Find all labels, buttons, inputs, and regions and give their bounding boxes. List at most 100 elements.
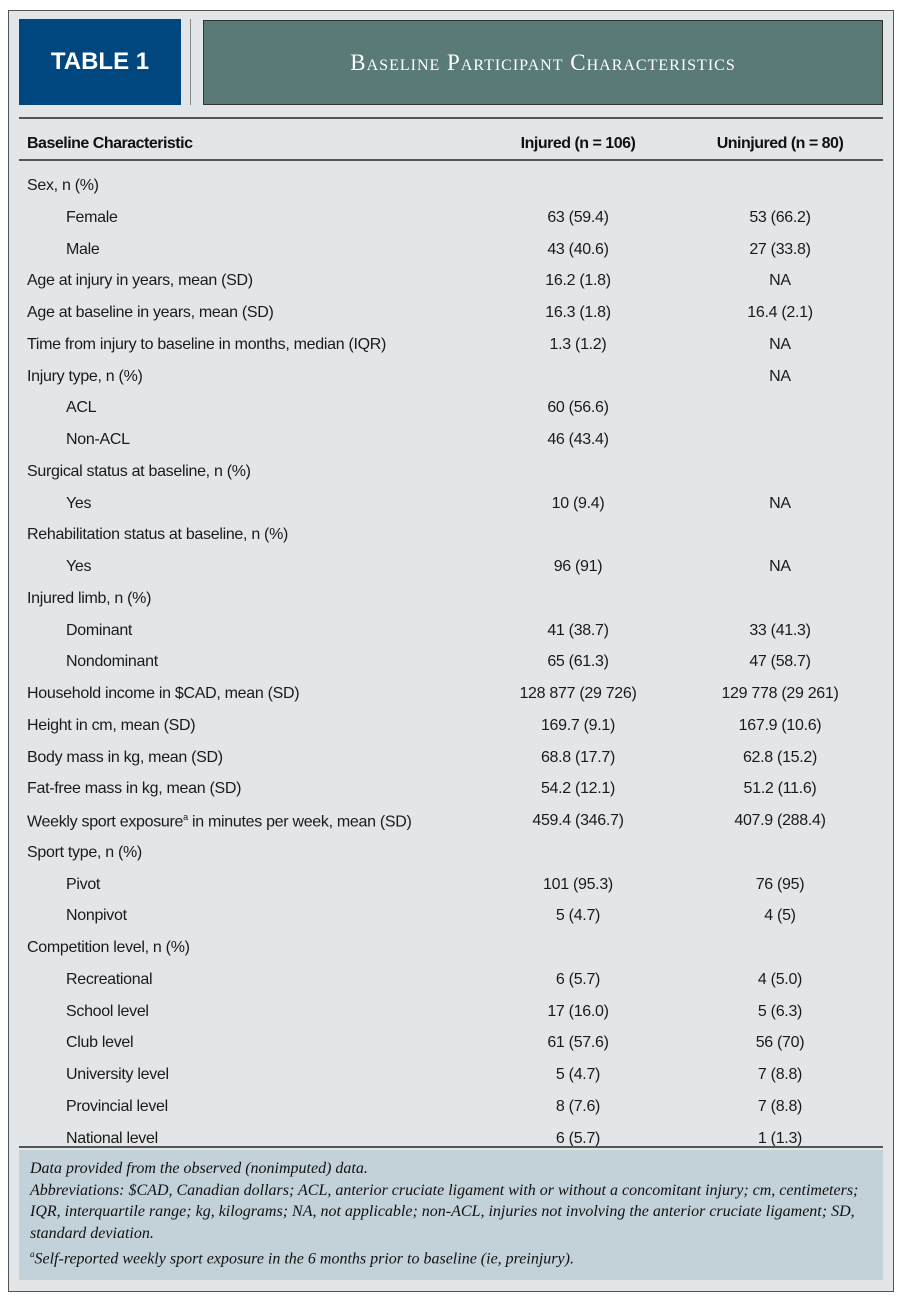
footnote-a: aSelf-reported weekly sport exposure in … <box>30 1244 872 1270</box>
table-row: Time from injury to baseline in months, … <box>19 330 883 360</box>
header-rule <box>19 159 883 161</box>
row-label-text: Club level <box>66 1034 134 1052</box>
row-label: Body mass in kg, mean (SD) <box>27 749 223 767</box>
injured-value: 43 (40.6) <box>547 240 609 258</box>
footnote-abbreviations: Abbreviations: $CAD, Canadian dollars; A… <box>30 1181 859 1242</box>
table-row: Nondominant 65 (61.3) 47 (58.7) <box>19 647 883 677</box>
table-row: Body mass in kg, mean (SD) 68.8 (17.7) 62.… <box>19 743 883 773</box>
row-label-text: Yes <box>66 494 92 512</box>
row-label-text: Household income in $CAD, mean (SD) <box>27 685 300 702</box>
row-label-text: Pivot <box>66 875 101 893</box>
table-row: Household income in $CAD, mean (SD) 128 8… <box>19 679 883 709</box>
uninjured-value: NA <box>769 367 791 385</box>
table-row: Female 63 (59.4) 53 (66.2) <box>19 203 883 233</box>
table-row: Injury type, n (%) NA <box>19 362 883 392</box>
row-label: Female <box>66 209 118 227</box>
row-label-text: Age at baseline in years, mean (SD) <box>27 304 274 321</box>
row-label-text: Sex, n (%) <box>27 177 99 194</box>
injured-value: 63 (59.4) <box>547 208 609 226</box>
uninjured-value: 27 (33.8) <box>749 240 811 258</box>
injured-value: 61 (57.6) <box>547 1034 609 1052</box>
header-injured: Injured (n = 106) <box>520 135 636 152</box>
row-label: Household income in $CAD, mean (SD) <box>27 685 300 703</box>
uninjured-value: NA <box>769 272 791 290</box>
table-row: Yes 10 (9.4) NA <box>19 489 883 519</box>
table-row: Surgical status at baseline, n (%) <box>19 457 883 487</box>
table-row: ACL 60 (56.6) <box>19 393 883 423</box>
footnotes: Data provided from the observed (nonimpu… <box>19 1150 883 1280</box>
uninjured-value: 53 (66.2) <box>749 208 811 226</box>
row-label: Sport type, n (%) <box>27 844 142 862</box>
row-label: Fat-free mass in kg, mean (SD) <box>27 780 241 798</box>
table-row: Pivot 101 (95.3) 76 (95) <box>19 870 883 900</box>
row-label-text: Injury type, n (%) <box>27 367 143 385</box>
row-label-text: Time from injury to baseline in months, … <box>27 335 387 353</box>
row-label: National level <box>66 1130 158 1148</box>
row-label-text: Nonpivot <box>66 907 127 925</box>
row-label: Non-ACL <box>66 431 130 449</box>
table-title: Baseline Participant Characteristics <box>203 20 883 105</box>
row-label: Rehabilitation status at baseline, n (%) <box>27 526 288 544</box>
row-label-text: Age at injury in years, mean (SD) <box>27 272 253 290</box>
table-row: Recreational 6 (5.7) 4 (5.0) <box>19 965 883 995</box>
row-label-text: National level <box>66 1129 158 1147</box>
row-label-text: in minutes per week, mean (SD) <box>187 813 412 831</box>
row-label: Sex, n (%) <box>27 177 99 195</box>
row-label-text: Dominant <box>66 621 133 639</box>
row-label-text: Non-ACL <box>66 431 130 448</box>
row-label: Surgical status at baseline, n (%) <box>27 463 251 481</box>
row-label: Injured limb, n (%) <box>27 590 151 608</box>
table-row: Sex, n (%) <box>19 171 883 201</box>
uninjured-value: 7 (8.8) <box>757 1066 803 1083</box>
divider <box>190 19 191 105</box>
header-characteristic: Baseline Characteristic <box>27 135 193 152</box>
table-row: Dominant 41 (38.7) 33 (41.3) <box>19 616 883 646</box>
table-row: Competition level, n (%) <box>19 933 883 963</box>
table-row: Yes 96 (91) NA <box>19 552 883 582</box>
injured-value: 5 (4.7) <box>555 1066 601 1083</box>
row-label-text: Fat-free mass in kg, mean (SD) <box>27 780 242 798</box>
table-row: Nonpivot 5 (4.7) 4 (5) <box>19 901 883 931</box>
table-row: Male 43 (40.6) 27 (33.8) <box>19 235 883 265</box>
table-row: Provincial level 8 (7.6) 7 (8.8) <box>19 1092 883 1122</box>
row-label-text: Competition level, n (%) <box>27 939 190 956</box>
table-row: National level 6 (5.7) 1 (1.3) <box>19 1124 883 1154</box>
table-row: University level 5 (4.7) 7 (8.8) <box>19 1060 883 1090</box>
table-row: School level 17 (16.0) 5 (6.3) <box>19 997 883 1027</box>
uninjured-value: NA <box>769 494 791 512</box>
row-label-text: Yes <box>66 558 92 575</box>
injured-value: 96 (91) <box>553 558 603 575</box>
injured-value: 8 (7.6) <box>555 1097 601 1115</box>
row-label-text: ACL <box>66 399 97 417</box>
injured-value: 10 (9.4) <box>551 494 605 512</box>
row-label: Provincial level <box>66 1098 168 1116</box>
row-label: Injury type, n (%) <box>27 368 143 386</box>
table-row: Weekly sport exposurea in minutes per we… <box>19 806 883 836</box>
injured-value: 65 (61.3) <box>547 653 609 671</box>
row-label: Competition level, n (%) <box>27 939 190 957</box>
row-label-text: School level <box>66 1002 149 1020</box>
uninjured-value: NA <box>769 335 791 353</box>
table-row: Non-ACL 46 (43.4) <box>19 425 883 455</box>
injured-value: 17 (16.0) <box>547 1002 609 1020</box>
row-label: Time from injury to baseline in months, … <box>27 336 386 354</box>
row-label-text: University level <box>66 1066 169 1083</box>
injured-value: 6 (5.7) <box>555 970 601 988</box>
row-label-text: Injured limb, n (%) <box>27 589 152 607</box>
row-label-text: Male <box>66 240 100 258</box>
injured-value: 128 877 (29 726) <box>519 685 637 702</box>
injured-value: 1.3 (1.2) <box>549 335 607 353</box>
row-label-text: Provincial level <box>66 1097 168 1115</box>
row-label: Dominant <box>66 622 132 640</box>
table-row: Age at baseline in years, mean (SD) 16.3 … <box>19 298 883 328</box>
table-row: Height in cm, mean (SD) 169.7 (9.1) 167.9 … <box>19 711 883 741</box>
table-row: Club level 61 (57.6) 56 (70) <box>19 1028 883 1058</box>
table-frame <box>8 10 894 1292</box>
table-row: Age at injury in years, mean (SD) 16.2 (1… <box>19 266 883 296</box>
injured-value: 68.8 (17.7) <box>540 748 616 766</box>
row-label: Nondominant <box>66 653 158 671</box>
row-label: Yes <box>66 558 92 576</box>
row-label: ACL <box>66 399 97 417</box>
row-label-text: Weekly sport exposure <box>27 813 184 831</box>
row-label-text: Surgical status at baseline, n (%) <box>27 462 251 480</box>
